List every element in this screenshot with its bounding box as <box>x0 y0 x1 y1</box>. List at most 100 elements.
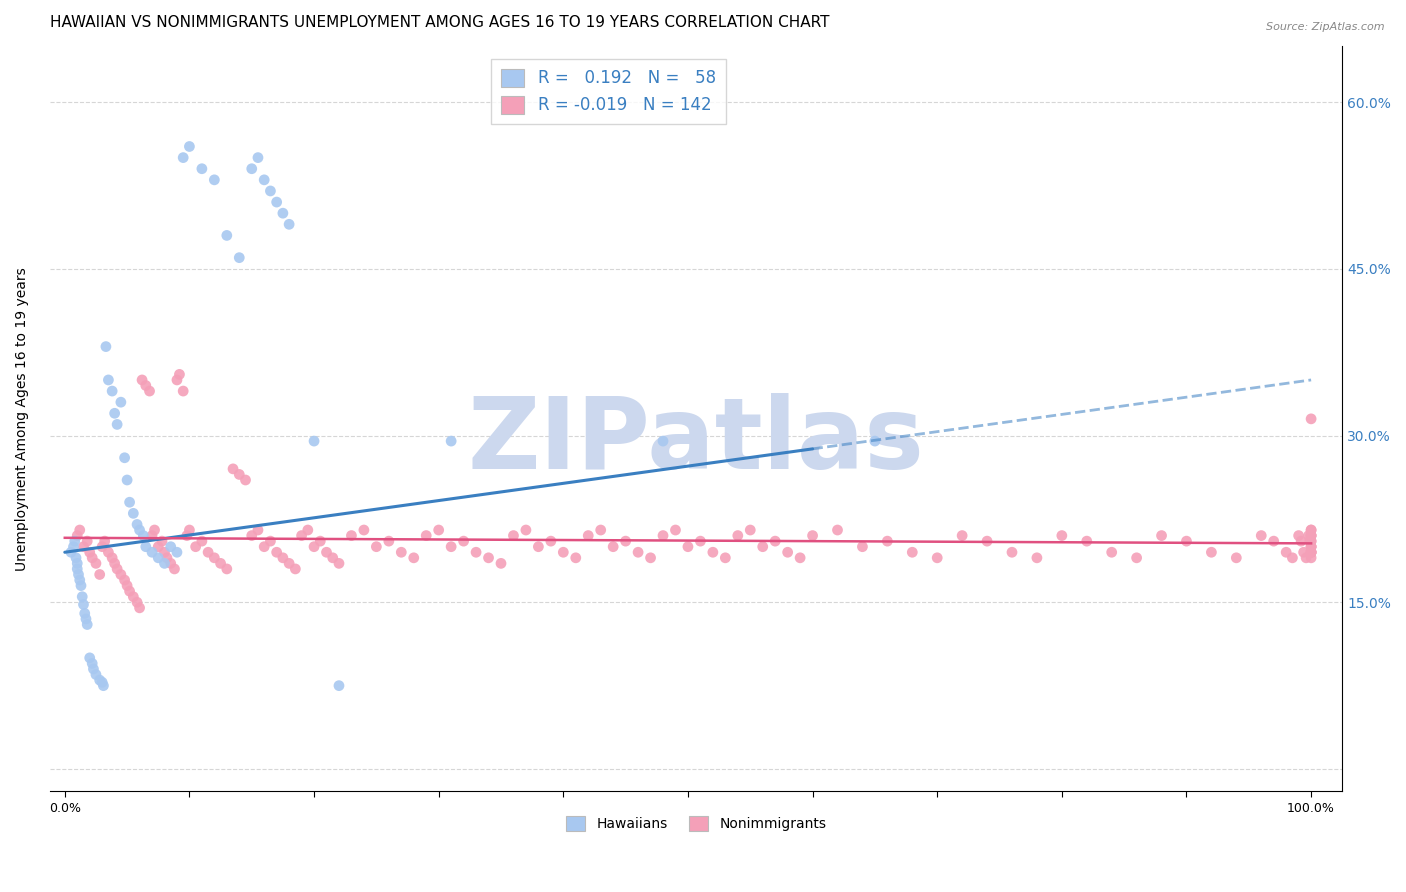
Point <box>589 523 612 537</box>
Point <box>727 528 749 542</box>
Point <box>143 523 166 537</box>
Point <box>122 590 145 604</box>
Point <box>70 579 93 593</box>
Point <box>714 550 737 565</box>
Point <box>540 534 562 549</box>
Point <box>1289 534 1312 549</box>
Point <box>253 540 276 554</box>
Point <box>66 528 89 542</box>
Point <box>76 534 98 549</box>
Point <box>1301 540 1323 554</box>
Point <box>148 550 170 565</box>
Point <box>1301 534 1323 549</box>
Point <box>132 528 155 542</box>
Point <box>246 523 269 537</box>
Point <box>118 584 141 599</box>
Point <box>640 550 662 565</box>
Point <box>153 545 176 559</box>
Point <box>1125 550 1147 565</box>
Legend: Hawaiians, Nonimmigrants: Hawaiians, Nonimmigrants <box>561 810 832 837</box>
Point <box>72 598 94 612</box>
Point <box>1301 545 1323 559</box>
Point <box>266 195 288 210</box>
Point <box>184 540 207 554</box>
Point <box>179 523 201 537</box>
Point <box>315 545 337 559</box>
Point <box>1025 550 1047 565</box>
Point <box>1175 534 1198 549</box>
Point <box>440 540 463 554</box>
Point <box>91 675 114 690</box>
Point <box>259 534 281 549</box>
Point <box>148 540 170 554</box>
Point <box>1101 545 1123 559</box>
Point <box>278 557 301 571</box>
Point <box>927 550 949 565</box>
Point <box>353 523 375 537</box>
Point <box>652 528 675 542</box>
Point <box>110 395 132 409</box>
Text: HAWAIIAN VS NONIMMIGRANTS UNEMPLOYMENT AMONG AGES 16 TO 19 YEARS CORRELATION CHA: HAWAIIAN VS NONIMMIGRANTS UNEMPLOYMENT A… <box>49 15 830 30</box>
Point <box>82 550 104 565</box>
Point <box>1299 534 1322 549</box>
Point <box>172 384 194 398</box>
Point <box>179 139 201 153</box>
Point <box>197 545 219 559</box>
Text: ZIPatlas: ZIPatlas <box>468 392 925 490</box>
Point <box>67 567 90 582</box>
Point <box>1301 545 1323 559</box>
Point <box>138 384 160 398</box>
Point <box>322 550 344 565</box>
Point <box>246 151 269 165</box>
Point <box>159 557 181 571</box>
Point <box>118 495 141 509</box>
Point <box>82 657 104 671</box>
Point <box>1288 528 1310 542</box>
Point <box>453 534 475 549</box>
Point <box>166 545 188 559</box>
Point <box>128 600 150 615</box>
Point <box>614 534 637 549</box>
Point <box>465 545 488 559</box>
Point <box>1001 545 1024 559</box>
Point <box>75 612 97 626</box>
Point <box>172 151 194 165</box>
Point <box>63 534 86 549</box>
Point <box>266 545 288 559</box>
Point <box>297 523 319 537</box>
Point <box>169 368 191 382</box>
Point <box>502 528 524 542</box>
Point <box>1150 528 1173 542</box>
Point <box>440 434 463 448</box>
Point <box>602 540 624 554</box>
Point <box>66 557 89 571</box>
Point <box>65 550 87 565</box>
Point <box>115 579 138 593</box>
Point <box>1301 523 1323 537</box>
Point <box>876 534 898 549</box>
Point <box>1275 545 1298 559</box>
Point <box>135 378 157 392</box>
Point <box>93 534 115 549</box>
Point <box>565 550 588 565</box>
Point <box>62 540 84 554</box>
Point <box>652 434 675 448</box>
Point <box>150 534 173 549</box>
Point <box>1050 528 1073 542</box>
Point <box>156 550 179 565</box>
Point <box>1301 534 1323 549</box>
Point <box>627 545 650 559</box>
Point <box>141 528 163 542</box>
Point <box>60 545 83 559</box>
Point <box>1298 528 1320 542</box>
Point <box>135 540 157 554</box>
Point <box>202 550 225 565</box>
Point <box>70 590 93 604</box>
Point <box>222 462 245 476</box>
Point <box>1201 545 1223 559</box>
Point <box>1301 545 1323 559</box>
Point <box>101 384 124 398</box>
Point <box>97 373 120 387</box>
Point <box>1292 545 1315 559</box>
Point <box>166 373 188 387</box>
